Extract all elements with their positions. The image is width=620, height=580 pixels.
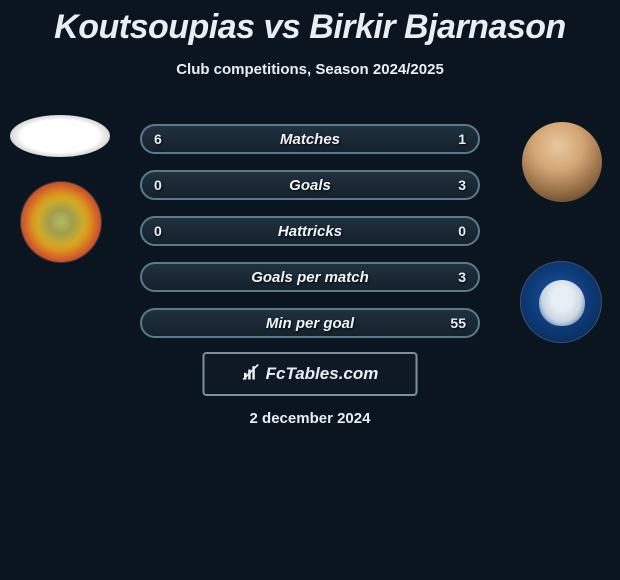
stat-row-min-per-goal: Min per goal 55 bbox=[140, 308, 480, 338]
stat-right-value: 3 bbox=[458, 269, 466, 285]
bjarnason-avatar bbox=[522, 122, 602, 202]
chart-icon bbox=[242, 362, 262, 387]
stat-left-value: 6 bbox=[154, 131, 162, 147]
stat-label: Matches bbox=[280, 131, 340, 148]
stat-row-goals: 0 Goals 3 bbox=[140, 170, 480, 200]
stat-right-value: 0 bbox=[458, 223, 466, 239]
watermark-text: FcTables.com bbox=[266, 364, 379, 384]
stats-container: 6 Matches 1 0 Goals 3 0 Hattricks 0 Goal… bbox=[140, 124, 480, 354]
stat-label: Goals bbox=[289, 177, 331, 194]
koutsoupias-avatar bbox=[10, 115, 110, 157]
stat-right-value: 1 bbox=[458, 131, 466, 147]
subtitle: Club competitions, Season 2024/2025 bbox=[0, 61, 620, 78]
watermark: FcTables.com bbox=[203, 352, 418, 396]
stat-right-value: 3 bbox=[458, 177, 466, 193]
stat-row-matches: 6 Matches 1 bbox=[140, 124, 480, 154]
page-title: Koutsoupias vs Birkir Bjarnason bbox=[0, 0, 620, 47]
brescia-crest bbox=[520, 261, 602, 343]
stat-label: Min per goal bbox=[266, 315, 354, 332]
catanzaro-crest bbox=[20, 181, 102, 263]
stat-row-hattricks: 0 Hattricks 0 bbox=[140, 216, 480, 246]
stat-left-value: 0 bbox=[154, 177, 162, 193]
stat-label: Goals per match bbox=[251, 269, 369, 286]
date-text: 2 december 2024 bbox=[0, 410, 620, 427]
stat-row-goals-per-match: Goals per match 3 bbox=[140, 262, 480, 292]
stat-label: Hattricks bbox=[278, 223, 342, 240]
stat-left-value: 0 bbox=[154, 223, 162, 239]
stat-right-value: 55 bbox=[450, 315, 466, 331]
